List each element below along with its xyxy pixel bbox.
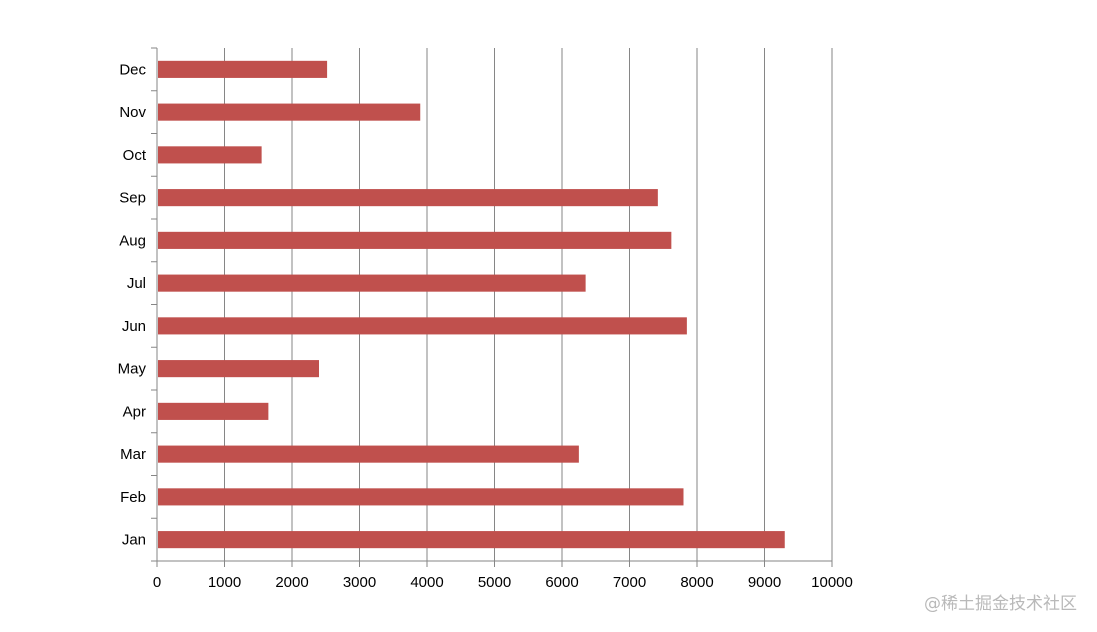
y-tick-label: Jan: [122, 532, 146, 549]
x-tick-label: 4000: [410, 574, 443, 591]
bar-nov: [158, 103, 421, 121]
bar-jan: [158, 531, 785, 549]
bar-dec: [158, 60, 328, 78]
bar-feb: [158, 488, 684, 506]
x-tick-label: 10000: [811, 574, 853, 591]
x-tick-label: 6000: [545, 574, 578, 591]
tick-labels: 0 1000 2000 3000 4000 5000 6000 7000 8000 9000 100…: [118, 61, 853, 591]
y-tick-label: Apr: [123, 403, 146, 420]
y-tick-label: Sep: [119, 190, 146, 207]
bar-jul: [158, 274, 586, 292]
bars: [158, 60, 785, 549]
x-tick-label: 3000: [343, 574, 376, 591]
bar-jun: [158, 317, 687, 335]
x-tick-label: 0: [153, 574, 161, 591]
y-tick-label: Aug: [119, 232, 146, 249]
x-tick-label: 1000: [208, 574, 241, 591]
x-tick-label: 5000: [478, 574, 511, 591]
y-tick-label: May: [118, 361, 147, 378]
y-tick-label: Dec: [119, 61, 146, 78]
grid-lines: [224, 48, 833, 561]
y-tick-label: Nov: [119, 104, 146, 121]
bar-oct: [158, 146, 262, 164]
y-tick-label: Oct: [123, 147, 147, 164]
bar-aug: [158, 231, 672, 249]
y-tick-label: Jul: [127, 275, 146, 292]
x-tick-label: 2000: [275, 574, 308, 591]
bar-apr: [158, 402, 269, 420]
x-tick-label: 8000: [680, 574, 713, 591]
bar-mar: [158, 445, 579, 463]
y-tick-label: Jun: [122, 318, 146, 335]
axes: [151, 47, 833, 567]
x-tick-label: 7000: [613, 574, 646, 591]
bar-may: [158, 360, 319, 378]
watermark: @稀土掘金技术社区: [924, 594, 1077, 614]
bar-sep: [158, 189, 658, 207]
y-tick-label: Mar: [120, 446, 146, 463]
x-tick-label: 9000: [748, 574, 781, 591]
y-tick-label: Feb: [120, 489, 146, 506]
